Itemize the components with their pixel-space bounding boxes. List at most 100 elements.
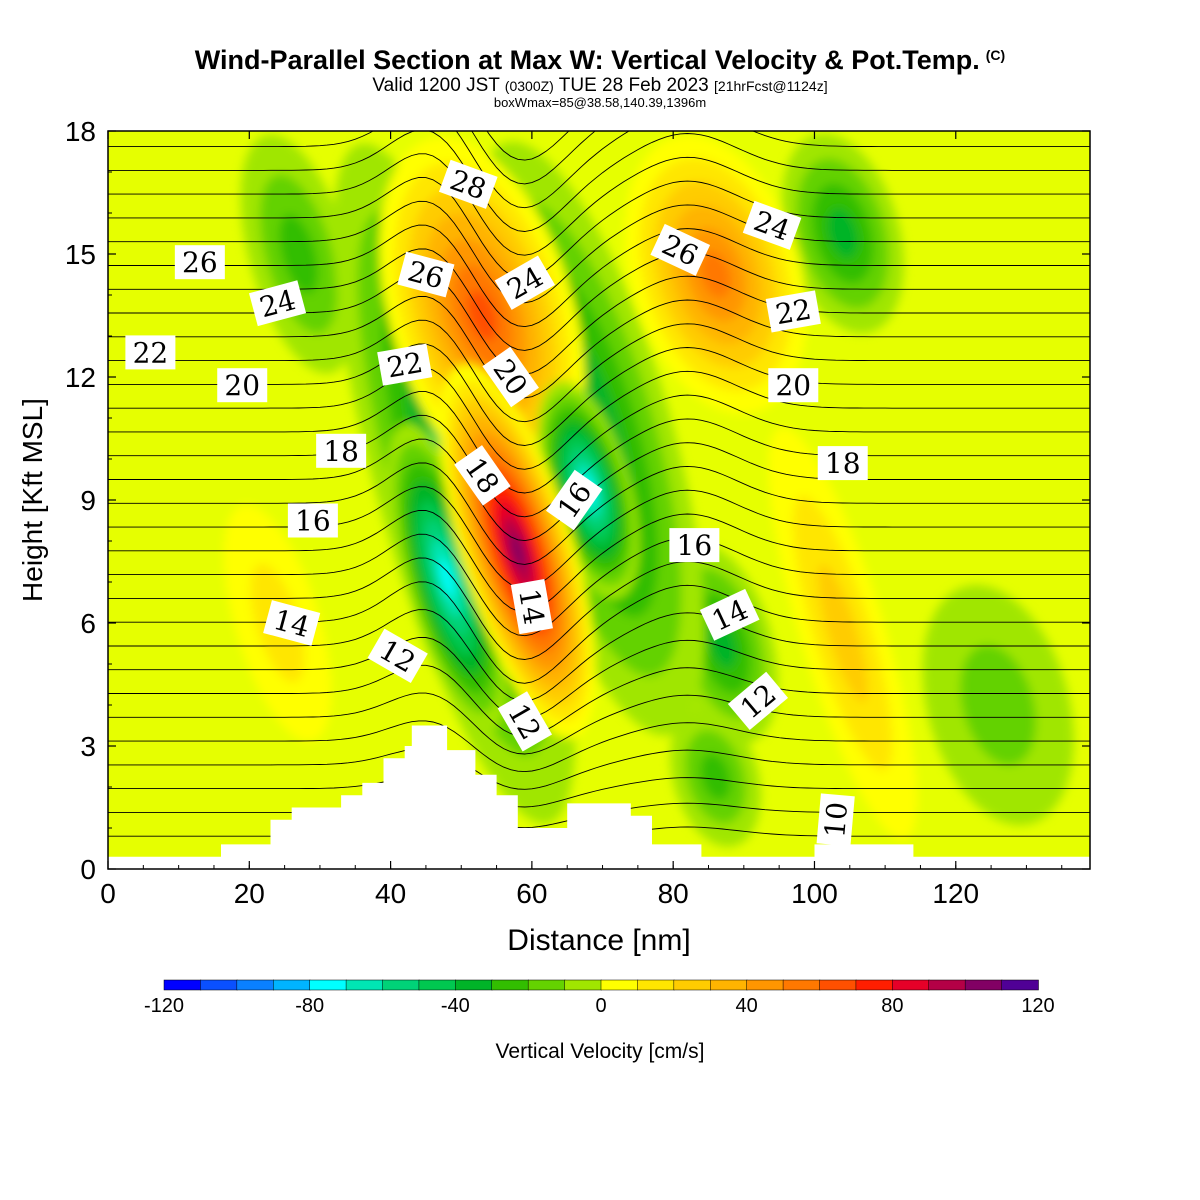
y-axis-label: Height [Kft MSL]	[17, 398, 48, 602]
colorbar: -120 -80 -40 0 40 80 120	[144, 979, 1055, 1017]
theta-contour	[108, 131, 1090, 209]
colorbar-swatch	[382, 979, 420, 991]
theta-contour	[108, 664, 1090, 737]
theta-contour	[108, 391, 1090, 494]
colorbar-swatch	[564, 979, 602, 991]
y-tick-label: 6	[80, 608, 96, 639]
velocity-band	[700, 753, 731, 801]
contour-label: 22	[377, 343, 433, 386]
theta-contour	[108, 414, 1090, 518]
chart-title: Wind-Parallel Section at Max W: Vertical…	[194, 45, 980, 75]
contour-label-text: 18	[825, 447, 861, 480]
theta-contour	[108, 319, 1090, 423]
x-tick-label: 60	[516, 878, 547, 909]
theta-contour	[108, 720, 1090, 773]
contour-label-box	[367, 628, 428, 684]
contour-label-box	[727, 671, 789, 730]
x-tick-label: 40	[375, 878, 406, 909]
contour-label-text: 26	[182, 246, 218, 279]
contour-label-text: 22	[133, 336, 169, 369]
x-tick-label: 100	[791, 878, 838, 909]
contour-label-box	[454, 445, 511, 506]
valid-date: TUE 28 Feb 2023	[558, 75, 709, 96]
velocity-feature	[781, 133, 904, 334]
y-tick-label: 18	[65, 116, 96, 147]
contour-label-box	[287, 503, 338, 538]
contour-label-box	[316, 433, 367, 468]
theta-contour	[108, 295, 1090, 399]
contour-label-box	[482, 346, 539, 408]
contour-label-box	[494, 255, 555, 310]
colorbar-swatch	[309, 979, 347, 991]
contour-label-box	[816, 793, 855, 847]
colorbar-swatch	[928, 979, 966, 991]
chart-header: Wind-Parallel Section at Max W: Vertical…	[0, 40, 1200, 109]
colorbar-tick-label: -80	[295, 995, 324, 1017]
contour-label-text: 10	[818, 801, 854, 839]
contour-label: 26	[174, 245, 225, 280]
contour-label-box	[497, 691, 553, 752]
theta-contour	[108, 510, 1090, 613]
contour-label-box	[397, 251, 455, 298]
theta-contour	[108, 131, 1090, 232]
x-axis: 0 20 40 60 80 100 120	[100, 131, 1063, 909]
contour-label-box	[817, 446, 868, 481]
y-tick-label: 15	[65, 239, 96, 270]
contour-label-box	[438, 159, 498, 209]
contour-label-box	[669, 528, 720, 563]
contour-label-box	[249, 280, 307, 327]
contour-label-box	[510, 579, 553, 635]
contour-label: 22	[765, 290, 821, 333]
contour-label: 10	[816, 793, 855, 847]
contour-label-text: 22	[773, 293, 814, 332]
colorbar-tick-label: 0	[595, 995, 606, 1017]
velocity-band	[279, 214, 319, 294]
theta-contour	[108, 636, 1090, 720]
contour-label: 18	[817, 446, 868, 481]
y-tick-label: 0	[80, 854, 96, 885]
velocity-band	[510, 534, 525, 569]
theta-contour	[108, 609, 1090, 702]
colorbar-swatch	[455, 979, 493, 991]
terrain-mask	[108, 725, 1090, 869]
colorbar-swatch	[855, 979, 894, 991]
y-tick-label: 9	[80, 485, 96, 516]
contour-label-box	[765, 290, 821, 333]
forecast-info: [21hrFcst@1124z]	[714, 78, 828, 94]
y-tick-label: 12	[65, 362, 96, 393]
colorbar-swatch	[710, 979, 748, 991]
y-axis: 0 3 6 9 12 15 18	[65, 116, 1090, 885]
velocity-feature	[768, 426, 918, 840]
contour-label: 16	[287, 503, 338, 538]
contour-label-box	[174, 245, 225, 280]
colorbar-swatch	[600, 979, 639, 991]
x-tick-label: 120	[932, 878, 979, 909]
velocity-band	[960, 645, 1036, 765]
y-tick-label: 3	[80, 731, 96, 762]
contour-label: 20	[768, 368, 819, 403]
contour-label: 22	[125, 335, 176, 370]
velocity-feature	[670, 706, 761, 847]
x-tick-label: 80	[658, 878, 689, 909]
contour-label-box	[650, 223, 711, 276]
theta-contour	[108, 533, 1090, 637]
theta-contour	[108, 153, 1090, 256]
contour-label-box	[263, 600, 321, 646]
theta-contour	[108, 438, 1090, 542]
x-tick-label: 20	[234, 878, 265, 909]
contour-label: 16	[669, 528, 720, 563]
valid-time: Valid 1200 JST	[372, 75, 500, 96]
colorbar-swatch	[1001, 979, 1039, 991]
contour-label: 24	[742, 200, 802, 250]
colorbar-label: Vertical Velocity [cm/s]	[496, 1040, 705, 1063]
colorbar-tick-label: -40	[441, 995, 470, 1017]
theta-contour	[108, 748, 1090, 790]
colorbar-swatch	[892, 979, 930, 991]
colorbar-swatch	[163, 979, 202, 991]
contour-label-text: 18	[323, 435, 359, 468]
theta-contour	[108, 177, 1090, 280]
contour-label: 26	[397, 251, 455, 298]
contour-label-box	[377, 343, 433, 386]
